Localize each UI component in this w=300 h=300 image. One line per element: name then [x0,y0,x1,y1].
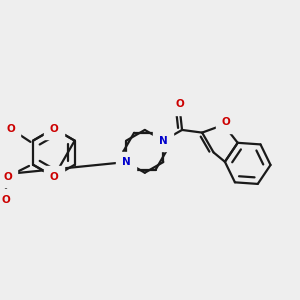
Text: O: O [6,124,15,134]
Text: O: O [3,172,12,182]
Text: O: O [175,99,184,109]
Text: O: O [222,117,231,127]
Text: O: O [50,172,58,182]
Text: N: N [122,157,131,167]
Text: O: O [50,124,58,134]
Text: N: N [159,136,168,146]
Text: O: O [2,195,11,205]
